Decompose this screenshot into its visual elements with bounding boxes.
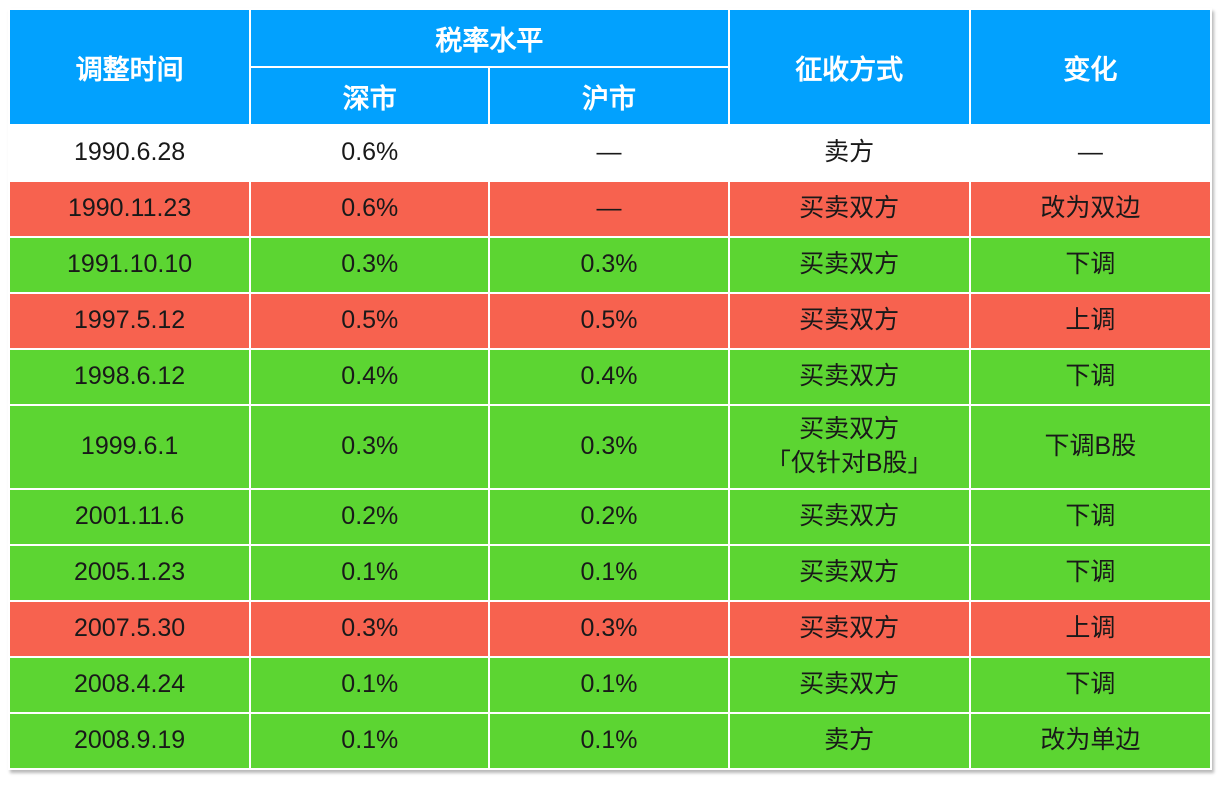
stamp-duty-table-container: 调整时间 税率水平 征收方式 变化 深市 沪市 1990.6.28 0.6% —… — [7, 8, 1213, 770]
cell-shanghai-rate: 0.4% — [488, 348, 730, 406]
table-row: 1999.6.1 0.3% 0.3% 买卖双方「仅针对B股」 下调B股 — [7, 404, 1213, 490]
cell-adjust-date: 1997.5.12 — [7, 292, 252, 350]
cell-shenzhen-rate: 0.6% — [249, 180, 491, 238]
cell-adjust-date: 1991.10.10 — [7, 236, 252, 294]
table-row: 1990.11.23 0.6% — 买卖双方 改为双边 — [7, 180, 1213, 238]
collection-method-text: 买卖双方 — [799, 194, 900, 223]
cell-shenzhen-rate: 0.3% — [249, 600, 491, 658]
table-row: 1997.5.12 0.5% 0.5% 买卖双方 上调 — [7, 292, 1213, 350]
cell-collection-method: 买卖双方 — [727, 180, 971, 238]
cell-change: 下调 — [968, 656, 1213, 714]
cell-shanghai-rate: — — [488, 124, 730, 182]
cell-collection-method: 买卖双方 — [727, 600, 971, 658]
cell-change: — — [968, 124, 1213, 182]
table-row: 2001.11.6 0.2% 0.2% 买卖双方 下调 — [7, 488, 1213, 546]
collection-method-text: 买卖双方 — [799, 362, 900, 391]
header-collection-method: 征收方式 — [727, 8, 971, 126]
cell-shenzhen-rate: 0.1% — [249, 656, 491, 714]
table-row: 2008.9.19 0.1% 0.1% 卖方 改为单边 — [7, 712, 1213, 770]
collection-method-text: 买卖双方 — [799, 250, 900, 279]
cell-adjust-date: 1998.6.12 — [7, 348, 252, 406]
cell-shanghai-rate: 0.3% — [488, 404, 730, 490]
cell-collection-method: 买卖双方 — [727, 656, 971, 714]
stamp-duty-rate-table: 调整时间 税率水平 征收方式 变化 深市 沪市 1990.6.28 0.6% —… — [7, 8, 1213, 770]
table-body: 1990.6.28 0.6% — 卖方 — 1990.11.23 0.6% — … — [7, 124, 1213, 770]
collection-method-text: 买卖双方 — [799, 670, 900, 699]
collection-method-text: 卖方 — [824, 726, 875, 755]
cell-adjust-date: 2008.4.24 — [7, 656, 252, 714]
table-row: 2005.1.23 0.1% 0.1% 买卖双方 下调 — [7, 544, 1213, 602]
cell-shenzhen-rate: 0.4% — [249, 348, 491, 406]
cell-collection-method: 买卖双方 — [727, 544, 971, 602]
cell-adjust-date: 1990.6.28 — [7, 124, 252, 182]
cell-collection-method: 买卖双方 — [727, 488, 971, 546]
cell-adjust-date: 2001.11.6 — [7, 488, 252, 546]
table-row: 1990.6.28 0.6% — 卖方 — — [7, 124, 1213, 182]
cell-change: 下调B股 — [968, 404, 1213, 490]
cell-change: 上调 — [968, 292, 1213, 350]
cell-change: 改为单边 — [968, 712, 1213, 770]
collection-method-text: 买卖双方 — [799, 558, 900, 587]
cell-shanghai-rate: 0.2% — [488, 488, 730, 546]
cell-shanghai-rate: 0.1% — [488, 712, 730, 770]
header-change: 变化 — [968, 8, 1213, 126]
cell-shanghai-rate: 0.3% — [488, 236, 730, 294]
cell-shanghai-rate: — — [488, 180, 730, 238]
cell-collection-method: 卖方 — [727, 712, 971, 770]
cell-shenzhen-rate: 0.2% — [249, 488, 491, 546]
cell-adjust-date: 1990.11.23 — [7, 180, 252, 238]
collection-method-text: 买卖双方 — [799, 415, 900, 444]
cell-change: 下调 — [968, 544, 1213, 602]
collection-method-text: 买卖双方 — [799, 306, 900, 335]
header-row-top: 调整时间 税率水平 征收方式 变化 — [7, 8, 1213, 126]
cell-shenzhen-rate: 0.3% — [249, 404, 491, 490]
cell-change: 下调 — [968, 348, 1213, 406]
collection-method-note: 「仅针对B股」 — [765, 449, 933, 477]
header-tax-rate-level: 税率水平 — [249, 8, 730, 68]
cell-adjust-date: 2007.5.30 — [7, 600, 252, 658]
cell-shanghai-rate: 0.1% — [488, 544, 730, 602]
cell-adjust-date: 2008.9.19 — [7, 712, 252, 770]
collection-method-text: 卖方 — [824, 138, 875, 167]
table-header: 调整时间 税率水平 征收方式 变化 深市 沪市 — [7, 8, 1213, 126]
cell-shenzhen-rate: 0.6% — [249, 124, 491, 182]
cell-change: 下调 — [968, 236, 1213, 294]
cell-shenzhen-rate: 0.5% — [249, 292, 491, 350]
cell-adjust-date: 1999.6.1 — [7, 404, 252, 490]
collection-method-text: 买卖双方 — [799, 502, 900, 531]
header-shanghai-market: 沪市 — [488, 66, 730, 126]
cell-collection-method: 买卖双方 — [727, 292, 971, 350]
cell-change: 上调 — [968, 600, 1213, 658]
cell-collection-method: 买卖双方「仅针对B股」 — [727, 404, 971, 490]
cell-change: 下调 — [968, 488, 1213, 546]
cell-shanghai-rate: 0.1% — [488, 656, 730, 714]
cell-shenzhen-rate: 0.1% — [249, 712, 491, 770]
header-row-sub: 深市 沪市 — [9, 66, 1211, 126]
cell-shenzhen-rate: 0.3% — [249, 236, 491, 294]
table-row: 2008.4.24 0.1% 0.1% 买卖双方 下调 — [7, 656, 1213, 714]
cell-shanghai-rate: 0.3% — [488, 600, 730, 658]
table-row: 1991.10.10 0.3% 0.3% 买卖双方 下调 — [7, 236, 1213, 294]
cell-shanghai-rate: 0.5% — [488, 292, 730, 350]
header-shenzhen-market: 深市 — [249, 66, 491, 126]
cell-shenzhen-rate: 0.1% — [249, 544, 491, 602]
cell-collection-method: 买卖双方 — [727, 236, 971, 294]
table-row: 2007.5.30 0.3% 0.3% 买卖双方 上调 — [7, 600, 1213, 658]
collection-method-text: 买卖双方 — [799, 614, 900, 643]
cell-collection-method: 买卖双方 — [727, 348, 971, 406]
cell-adjust-date: 2005.1.23 — [7, 544, 252, 602]
cell-change: 改为双边 — [968, 180, 1213, 238]
table-row: 1998.6.12 0.4% 0.4% 买卖双方 下调 — [7, 348, 1213, 406]
header-adjust-time: 调整时间 — [7, 8, 252, 126]
cell-collection-method: 卖方 — [727, 124, 971, 182]
